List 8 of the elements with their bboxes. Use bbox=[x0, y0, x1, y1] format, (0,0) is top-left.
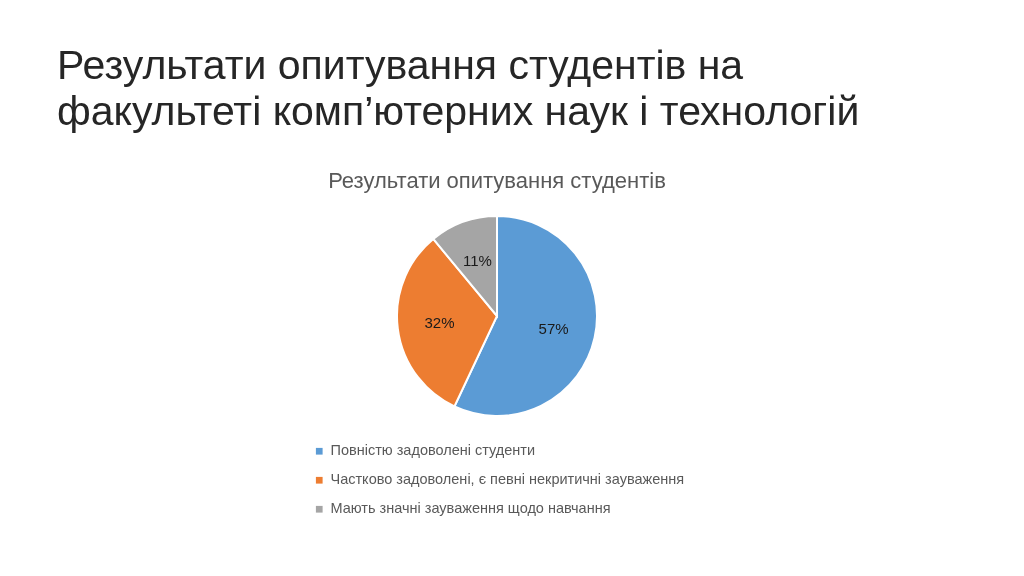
chart-title: Результати опитування студентів на факультеті комп’ютерних наук і технологій bbox=[57, 42, 860, 134]
data-label: 11% bbox=[462, 252, 492, 270]
legend-label: Частково задоволені, є певні некритичні зауваження bbox=[330, 471, 685, 488]
legend-label: Повністю задоволені студенти bbox=[330, 442, 536, 459]
data-label: 32% bbox=[424, 314, 455, 332]
data-label: 57% bbox=[538, 319, 569, 337]
chart-subtitle: Результати опитування студентів bbox=[328, 168, 666, 193]
legend-label: Мають значні зауваження щодо навчання bbox=[330, 500, 611, 517]
